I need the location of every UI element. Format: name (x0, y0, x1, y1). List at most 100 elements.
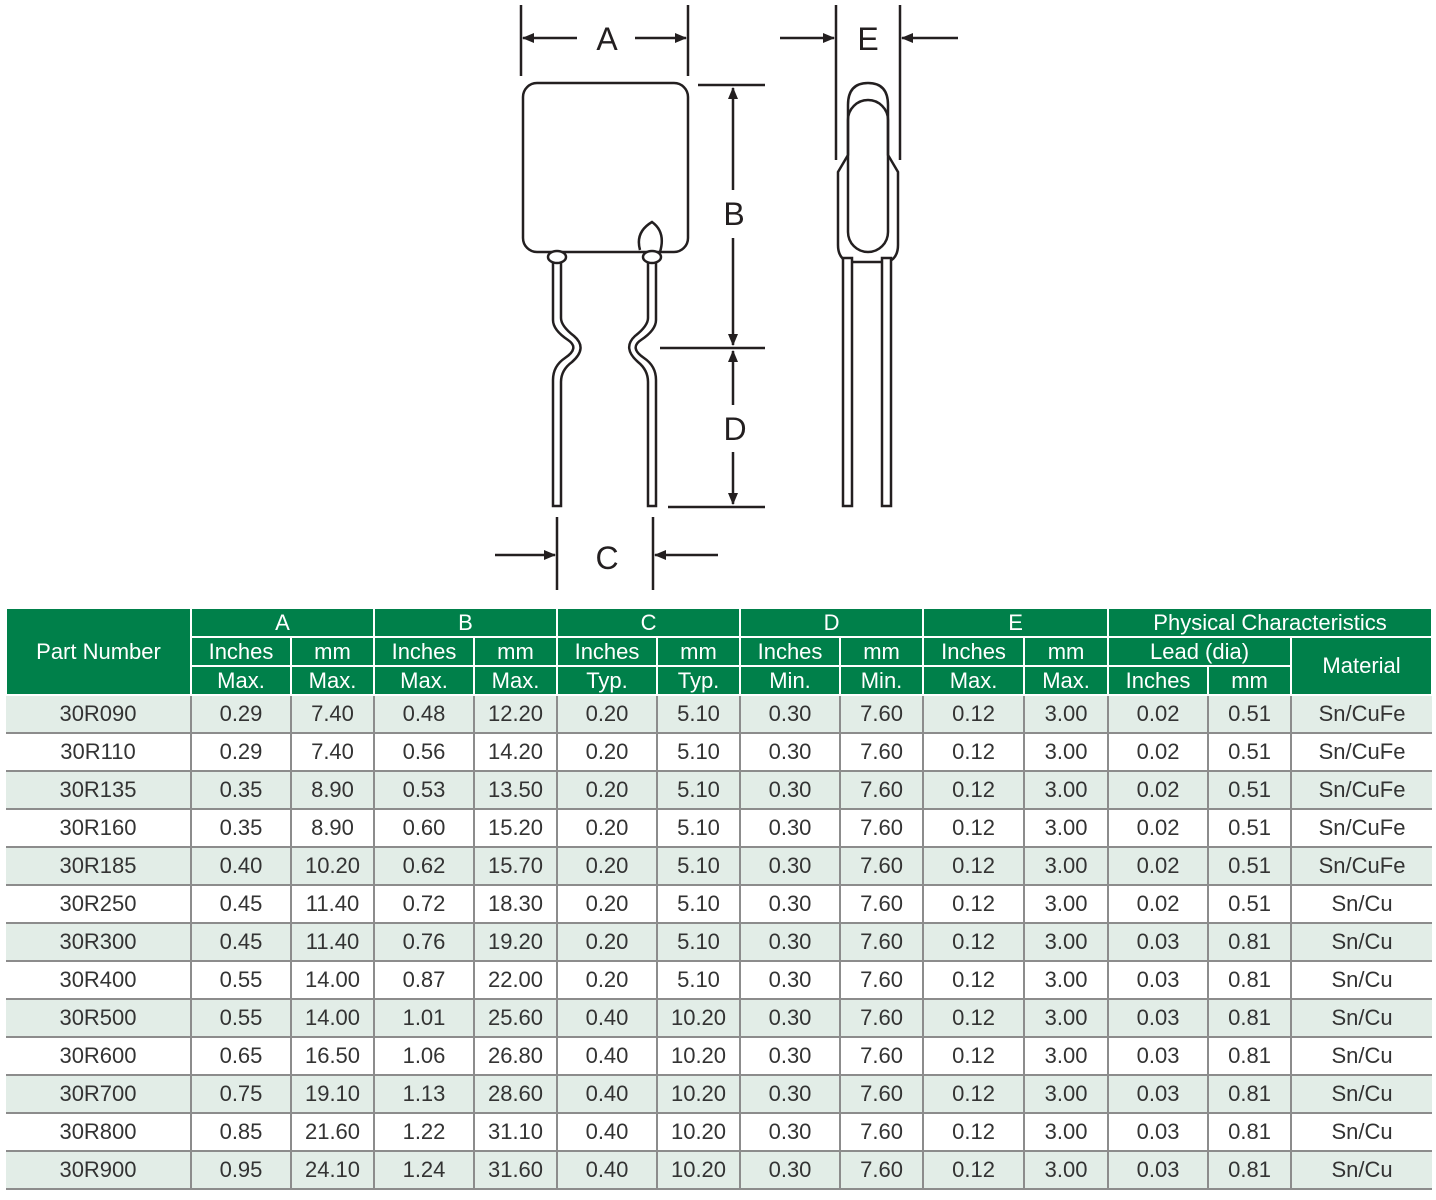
table-row: 30R110 0.29 7.40 0.56 14.20 0.20 5.10 0.30 7.60 0… (6, 732, 1433, 772)
value-cell: 1.22 (373, 1112, 475, 1152)
value-cell: 0.81 (1207, 1074, 1293, 1114)
value-cell: 0.30 (739, 922, 842, 962)
value-cell: 10.20 (655, 1112, 742, 1152)
material-cell: Sn/Cu (1290, 922, 1433, 962)
value-cell: 0.87 (373, 960, 475, 1000)
header-group-a: A (190, 607, 375, 638)
value-cell: 10.20 (655, 1074, 742, 1114)
value-cell: 11.40 (290, 884, 375, 924)
value-cell: 14.00 (290, 998, 375, 1038)
value-cell: 0.35 (190, 770, 292, 810)
value-cell: 0.20 (556, 960, 658, 1000)
value-cell: 8.90 (290, 808, 375, 848)
part-number-cell: 30R090 (6, 694, 192, 734)
part-number-cell: 30R500 (6, 998, 192, 1038)
value-cell: 0.72 (373, 884, 475, 924)
value-cell: 0.03 (1107, 960, 1210, 1000)
value-cell: 0.02 (1107, 808, 1210, 848)
value-cell: 0.30 (739, 808, 842, 848)
header-unit: Inches (373, 636, 475, 667)
value-cell: 0.45 (190, 922, 292, 962)
value-cell: 0.03 (1107, 1036, 1210, 1076)
part-number-cell: 30R600 (6, 1036, 192, 1076)
value-cell: 7.60 (839, 922, 925, 962)
value-cell: 0.12 (922, 884, 1026, 924)
component-body-front (521, 81, 690, 254)
value-cell: 0.12 (922, 770, 1026, 810)
material-cell: Sn/Cu (1290, 1074, 1433, 1114)
header-qualifier: Max. (290, 665, 375, 696)
value-cell: 7.60 (839, 884, 925, 924)
value-cell: 0.85 (190, 1112, 292, 1152)
value-cell: 10.20 (655, 998, 742, 1038)
value-cell: 0.30 (739, 770, 842, 810)
part-number-cell: 30R400 (6, 960, 192, 1000)
value-cell: 15.20 (473, 808, 558, 848)
value-cell: 28.60 (473, 1074, 558, 1114)
part-number-cell: 30R300 (6, 922, 192, 962)
value-cell: 3.00 (1023, 770, 1110, 810)
table-row: 30R700 0.75 19.10 1.13 28.60 0.40 10.20 0.30 7.6… (6, 1074, 1433, 1114)
value-cell: 0.30 (739, 960, 842, 1000)
value-cell: 0.29 (190, 694, 292, 734)
header-qualifier: Max. (922, 665, 1026, 696)
value-cell: 0.81 (1207, 922, 1293, 962)
value-cell: 0.48 (373, 694, 475, 734)
material-cell: Sn/CuFe (1290, 732, 1433, 772)
value-cell: 3.00 (1023, 960, 1110, 1000)
value-cell: 0.20 (556, 808, 658, 848)
part-number-cell: 30R700 (6, 1074, 192, 1114)
value-cell: 0.62 (373, 846, 475, 886)
header-unit: mm (1023, 636, 1110, 667)
value-cell: 0.81 (1207, 998, 1293, 1038)
value-cell: 0.20 (556, 846, 658, 886)
table-row: 30R900 0.95 24.10 1.24 31.60 0.40 10.20 0.30 7.6… (6, 1150, 1433, 1190)
dimension-drawing: A B D C E (495, 5, 958, 590)
part-number-cell: 30R900 (6, 1150, 192, 1190)
value-cell: 0.56 (373, 732, 475, 772)
value-cell: 5.10 (655, 770, 742, 810)
value-cell: 5.10 (655, 732, 742, 772)
value-cell: 0.12 (922, 694, 1026, 734)
value-cell: 0.51 (1207, 884, 1293, 924)
value-cell: 1.13 (373, 1074, 475, 1114)
header-qualifier: Typ. (655, 665, 742, 696)
value-cell: 3.00 (1023, 1036, 1110, 1076)
header-unit: mm (655, 636, 742, 667)
value-cell: 5.10 (655, 960, 742, 1000)
value-cell: 0.12 (922, 922, 1026, 962)
value-cell: 0.40 (556, 1112, 658, 1152)
value-cell: 0.35 (190, 808, 292, 848)
value-cell: 0.51 (1207, 808, 1293, 848)
value-cell: 21.60 (290, 1112, 375, 1152)
material-cell: Sn/CuFe (1290, 808, 1433, 848)
value-cell: 0.30 (739, 846, 842, 886)
value-cell: 5.10 (655, 922, 742, 962)
value-cell: 0.55 (190, 998, 292, 1038)
dimensions-table: Part Number A B C D E Physical Character… (5, 607, 1434, 1190)
value-cell: 10.20 (655, 1150, 742, 1190)
value-cell: 3.00 (1023, 1074, 1110, 1114)
value-cell: 0.30 (739, 1112, 842, 1152)
value-cell: 0.65 (190, 1036, 292, 1076)
value-cell: 7.60 (839, 1036, 925, 1076)
value-cell: 0.51 (1207, 770, 1293, 810)
value-cell: 7.60 (839, 808, 925, 848)
value-cell: 0.81 (1207, 960, 1293, 1000)
dim-label-d: D (723, 411, 746, 447)
header-material: Material (1290, 636, 1434, 696)
value-cell: 22.00 (473, 960, 558, 1000)
value-cell: 3.00 (1023, 1112, 1110, 1152)
header-qualifier: Max. (473, 665, 558, 696)
value-cell: 3.00 (1023, 884, 1110, 924)
part-number-cell: 30R160 (6, 808, 192, 848)
value-cell: 0.03 (1107, 1150, 1210, 1190)
table-row: 30R400 0.55 14.00 0.87 22.00 0.20 5.10 0.30 7.60… (6, 960, 1433, 1000)
value-cell: 7.40 (290, 694, 375, 734)
header-unit: mm (839, 636, 925, 667)
value-cell: 0.29 (190, 732, 292, 772)
value-cell: 7.60 (839, 770, 925, 810)
value-cell: 0.12 (922, 1036, 1026, 1076)
table-row: 30R500 0.55 14.00 1.01 25.60 0.40 10.20 0.30 7.6… (6, 998, 1433, 1038)
value-cell: 0.51 (1207, 846, 1293, 886)
